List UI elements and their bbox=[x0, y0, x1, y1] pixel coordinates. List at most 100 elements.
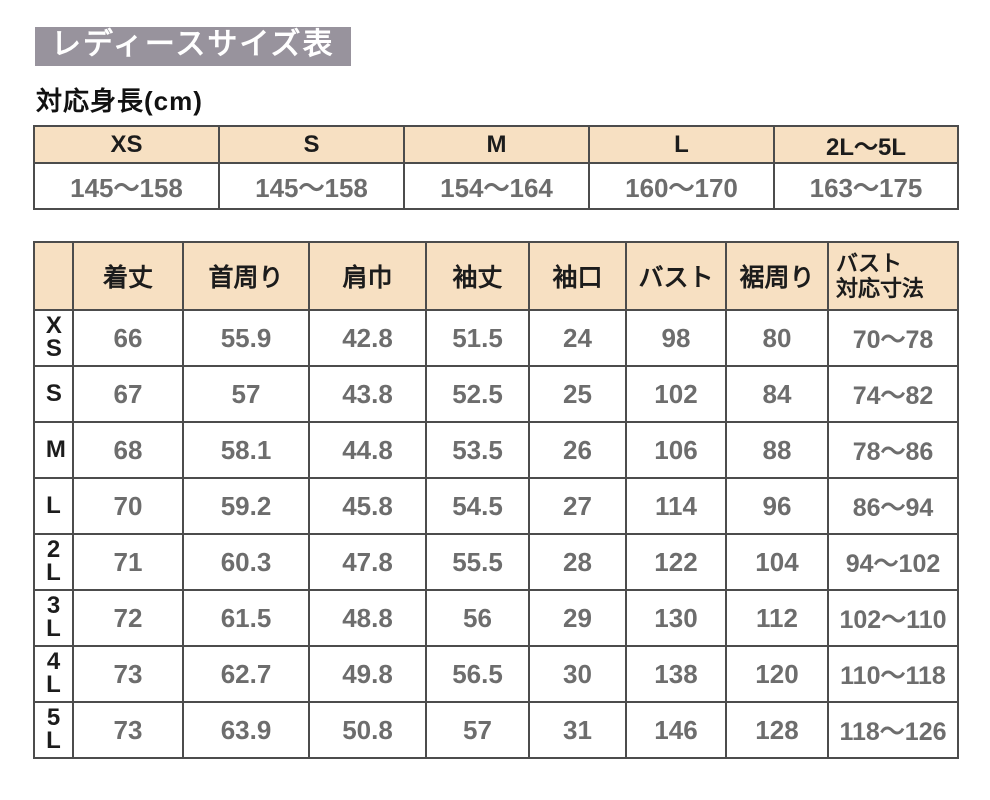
table-row-xs: XS 66 55.9 42.8 51.5 24 98 80 70〜78 bbox=[33, 309, 959, 367]
col-cuff: 袖口 bbox=[528, 241, 627, 311]
cell-xs-neck: 55.9 bbox=[182, 309, 310, 367]
table-row-l: L 70 59.2 45.8 54.5 27 114 96 86〜94 bbox=[33, 477, 959, 535]
row-label-text: S bbox=[45, 380, 62, 408]
row-label-4l: 4L bbox=[33, 645, 74, 703]
height-header-row: XS S M L 2L〜5L bbox=[33, 125, 959, 164]
table-row-m: M 68 58.1 44.8 53.5 26 106 88 78〜86 bbox=[33, 421, 959, 479]
height-table-body: 145〜158 145〜158 154〜164 160〜170 163〜175 bbox=[33, 162, 959, 210]
col-neck: 首周り bbox=[182, 241, 310, 311]
table-row-3l: 3L 72 61.5 48.8 56 29 130 112 102〜110 bbox=[33, 589, 959, 647]
height-col-xs: XS bbox=[33, 125, 220, 164]
row-label-s: S bbox=[33, 365, 74, 423]
height-col-2l-5l: 2L〜5L bbox=[773, 125, 959, 164]
cell-4l-bust-range: 110〜118 bbox=[827, 645, 959, 703]
cell-5l-sleeve-length: 57 bbox=[425, 701, 530, 759]
cell-l-hem: 96 bbox=[725, 477, 829, 535]
cell-4l-sleeve-length: 56.5 bbox=[425, 645, 530, 703]
row-label-text: XS bbox=[45, 312, 62, 362]
cell-s-shoulder: 43.8 bbox=[308, 365, 427, 423]
cell-m-bust-range: 78〜86 bbox=[827, 421, 959, 479]
cell-5l-cuff: 31 bbox=[528, 701, 627, 759]
cell-xs-sleeve-length: 51.5 bbox=[425, 309, 530, 367]
height-table-subtitle: 対応身長(cm) bbox=[36, 86, 203, 116]
measurements-header-row: 着丈 首周り 肩巾 袖丈 袖口 バスト 裾周り バスト 対応寸法 bbox=[33, 241, 959, 311]
height-table-header: XS S M L 2L〜5L bbox=[33, 125, 959, 164]
cell-3l-bust: 130 bbox=[625, 589, 727, 647]
height-value-m: 154〜164 bbox=[403, 162, 590, 210]
cell-2l-bust: 122 bbox=[625, 533, 727, 591]
cell-5l-body-length: 73 bbox=[72, 701, 184, 759]
cell-4l-body-length: 73 bbox=[72, 645, 184, 703]
row-label-m: M bbox=[33, 421, 74, 479]
cell-xs-bust: 98 bbox=[625, 309, 727, 367]
cell-2l-sleeve-length: 55.5 bbox=[425, 533, 530, 591]
cell-4l-cuff: 30 bbox=[528, 645, 627, 703]
corner-cell bbox=[33, 241, 74, 311]
cell-xs-hem: 80 bbox=[725, 309, 829, 367]
cell-3l-neck: 61.5 bbox=[182, 589, 310, 647]
col-sleeve-length: 袖丈 bbox=[425, 241, 530, 311]
cell-5l-neck: 63.9 bbox=[182, 701, 310, 759]
row-label-text: 2L bbox=[46, 536, 61, 586]
cell-5l-bust-range: 118〜126 bbox=[827, 701, 959, 759]
cell-xs-body-length: 66 bbox=[72, 309, 184, 367]
row-label-text: L bbox=[46, 492, 61, 520]
cell-3l-body-length: 72 bbox=[72, 589, 184, 647]
row-label-text: 5L bbox=[46, 704, 61, 754]
cell-xs-shoulder: 42.8 bbox=[308, 309, 427, 367]
cell-s-body-length: 67 bbox=[72, 365, 184, 423]
cell-m-bust: 106 bbox=[625, 421, 727, 479]
cell-3l-sleeve-length: 56 bbox=[425, 589, 530, 647]
cell-5l-hem: 128 bbox=[725, 701, 829, 759]
row-label-2l: 2L bbox=[33, 533, 74, 591]
row-label-text: M bbox=[45, 436, 66, 464]
measurements-header: 着丈 首周り 肩巾 袖丈 袖口 バスト 裾周り バスト 対応寸法 bbox=[33, 241, 959, 311]
height-col-m: M bbox=[403, 125, 590, 164]
col-body-length: 着丈 bbox=[72, 241, 184, 311]
cell-l-cuff: 27 bbox=[528, 477, 627, 535]
height-value-row: 145〜158 145〜158 154〜164 160〜170 163〜175 bbox=[33, 162, 959, 210]
cell-2l-hem: 104 bbox=[725, 533, 829, 591]
cell-2l-cuff: 28 bbox=[528, 533, 627, 591]
cell-m-cuff: 26 bbox=[528, 421, 627, 479]
col-bust: バスト bbox=[625, 241, 727, 311]
cell-4l-shoulder: 49.8 bbox=[308, 645, 427, 703]
cell-3l-shoulder: 48.8 bbox=[308, 589, 427, 647]
cell-s-bust: 102 bbox=[625, 365, 727, 423]
cell-2l-body-length: 71 bbox=[72, 533, 184, 591]
cell-s-neck: 57 bbox=[182, 365, 310, 423]
table-row-5l: 5L 73 63.9 50.8 57 31 146 128 118〜126 bbox=[33, 701, 959, 759]
row-label-text: 3L bbox=[46, 592, 61, 642]
row-label-5l: 5L bbox=[33, 701, 74, 759]
cell-s-hem: 84 bbox=[725, 365, 829, 423]
cell-4l-bust: 138 bbox=[625, 645, 727, 703]
cell-l-sleeve-length: 54.5 bbox=[425, 477, 530, 535]
cell-2l-shoulder: 47.8 bbox=[308, 533, 427, 591]
height-col-l: L bbox=[588, 125, 775, 164]
col-bust-range: バスト 対応寸法 bbox=[827, 241, 959, 311]
table-row-4l: 4L 73 62.7 49.8 56.5 30 138 120 110〜118 bbox=[33, 645, 959, 703]
cell-s-bust-range: 74〜82 bbox=[827, 365, 959, 423]
cell-m-sleeve-length: 53.5 bbox=[425, 421, 530, 479]
measurements-body: XS 66 55.9 42.8 51.5 24 98 80 70〜78 S 67… bbox=[33, 309, 959, 759]
cell-m-neck: 58.1 bbox=[182, 421, 310, 479]
height-value-xs: 145〜158 bbox=[33, 162, 220, 210]
cell-2l-neck: 60.3 bbox=[182, 533, 310, 591]
cell-l-neck: 59.2 bbox=[182, 477, 310, 535]
cell-2l-bust-range: 94〜102 bbox=[827, 533, 959, 591]
cell-5l-shoulder: 50.8 bbox=[308, 701, 427, 759]
cell-3l-hem: 112 bbox=[725, 589, 829, 647]
row-label-xs: XS bbox=[33, 309, 74, 367]
table-row-2l: 2L 71 60.3 47.8 55.5 28 122 104 94〜102 bbox=[33, 533, 959, 591]
cell-xs-bust-range: 70〜78 bbox=[827, 309, 959, 367]
height-value-2l-5l: 163〜175 bbox=[773, 162, 959, 210]
height-col-s: S bbox=[218, 125, 405, 164]
row-label-3l: 3L bbox=[33, 589, 74, 647]
cell-4l-neck: 62.7 bbox=[182, 645, 310, 703]
cell-3l-bust-range: 102〜110 bbox=[827, 589, 959, 647]
cell-l-shoulder: 45.8 bbox=[308, 477, 427, 535]
cell-xs-cuff: 24 bbox=[528, 309, 627, 367]
cell-l-bust-range: 86〜94 bbox=[827, 477, 959, 535]
cell-m-hem: 88 bbox=[725, 421, 829, 479]
